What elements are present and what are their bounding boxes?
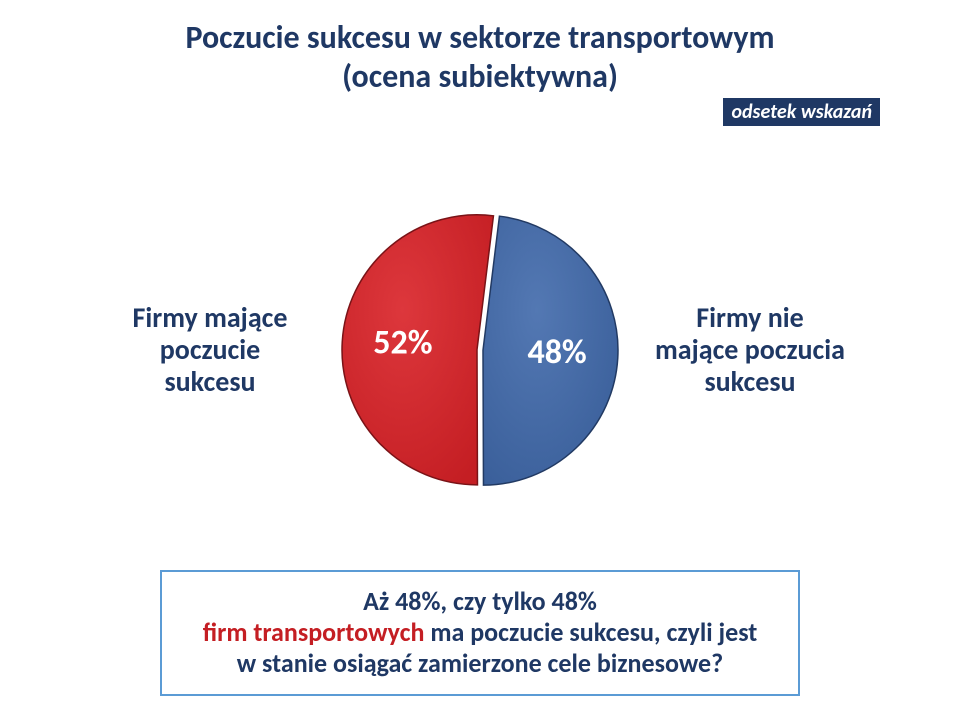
callout-box: Aż 48%, czy tylko 48% firm transportowyc…: [160, 570, 800, 696]
callout-line1: Aż 48%, czy tylko 48%: [363, 585, 597, 617]
right-label: Firmy nie mające poczucia sukcesu: [640, 302, 860, 399]
subtitle-text: odsetek wskazań: [731, 100, 872, 124]
pie-label-1: 52%: [373, 323, 432, 364]
page-title: Poczucie sukcesu w sektorze transportowy…: [0, 18, 960, 96]
pie-chart: 48% 52%: [340, 210, 620, 490]
callout-line2a: firm transportowych: [203, 616, 431, 648]
subtitle-badge: odsetek wskazań: [723, 98, 880, 126]
callout-line2b: ma poczucie sukcesu, czyli jest: [430, 616, 757, 648]
pie-label-0: 48%: [527, 332, 586, 373]
chart-row: Firmy mające poczucie sukcesu 48% 52% Fir…: [0, 210, 960, 490]
left-label: Firmy mające poczucie sukcesu: [100, 302, 320, 399]
callout-line3: w stanie osiągać zamierzone cele bizneso…: [237, 647, 723, 679]
